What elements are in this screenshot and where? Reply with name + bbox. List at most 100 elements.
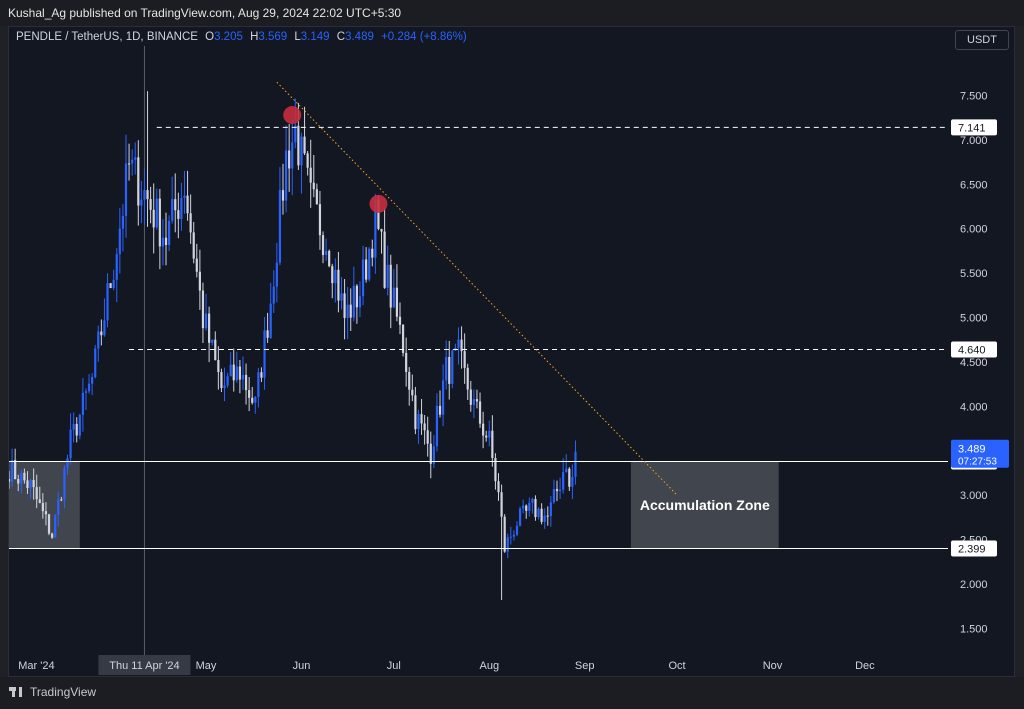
candle-body: [91, 377, 94, 384]
candle-body: [9, 478, 11, 482]
candle-body: [198, 271, 201, 291]
candle-2024-08-18: [540, 503, 543, 525]
candle-body: [460, 339, 463, 352]
high-value: 3.569: [258, 31, 288, 43]
candle-body: [438, 405, 442, 415]
candle-2024-06-28: [383, 208, 386, 289]
y-tick-label: 2.000: [960, 579, 988, 591]
crosshair-tag: [98, 655, 191, 675]
candle-2024-06-04: [309, 139, 312, 208]
candle-body: [204, 313, 208, 329]
x-tick-label: May: [196, 660, 217, 672]
candle-2024-06-06: [315, 183, 318, 205]
tradingview-brand[interactable]: TradingView: [9, 685, 96, 699]
candle-body: [386, 264, 389, 288]
candle-body: [211, 339, 214, 343]
candle-2024-06-15: [343, 279, 346, 340]
candle-body: [549, 502, 552, 517]
candle-2024-08-19: [543, 508, 546, 529]
candle-body: [186, 195, 189, 214]
high-label: H: [250, 31, 259, 43]
candle-2024-04-13: [149, 186, 152, 224]
candle-body: [297, 125, 300, 166]
candle-2024-08-10: [515, 521, 519, 537]
candle-body: [254, 396, 257, 403]
candle-body: [134, 157, 137, 160]
candle-2024-06-23: [368, 247, 371, 282]
x-tick-label: Aug: [479, 660, 499, 672]
candle-2024-05-08: [226, 372, 229, 388]
y-tick-label: 6.500: [960, 179, 988, 191]
candle-2024-05-14: [244, 363, 248, 405]
candle-body: [112, 279, 115, 289]
candle-body: [103, 320, 106, 336]
candle-body: [540, 508, 543, 522]
candle-2024-08-25: [562, 458, 565, 494]
candle-2024-07-12: [426, 416, 429, 457]
candle-2024-08-21: [549, 495, 552, 527]
candle-body: [251, 397, 254, 403]
candle-body: [189, 213, 192, 233]
candle-2024-06-27: [380, 228, 383, 254]
candle-2024-07-25: [466, 363, 469, 400]
candle-2024-02-28: [10, 448, 14, 487]
swing-marker-1: [369, 194, 388, 213]
candle-body: [555, 489, 559, 492]
candle-2024-08-16: [534, 495, 537, 521]
chart-frame: [8, 26, 1015, 677]
candle-2024-04-19: [167, 215, 171, 252]
candle-2024-08-13: [525, 504, 528, 519]
brand-label: TradingView: [30, 685, 97, 699]
candle-body: [195, 258, 198, 272]
candle-2024-04-25: [186, 170, 189, 221]
candle-body: [226, 376, 229, 386]
candle-body: [522, 505, 525, 509]
y-tick-label: 5.000: [960, 313, 988, 325]
candle-2024-05-01: [204, 293, 208, 331]
candle-body: [164, 237, 168, 245]
candle-body: [401, 324, 405, 353]
candle-body: [334, 269, 337, 284]
open-value: 3.205: [214, 31, 243, 43]
candle-2024-06-08: [321, 231, 325, 264]
candle-body: [60, 499, 63, 501]
candle-2024-03-25: [91, 373, 94, 396]
candle-body: [87, 383, 91, 392]
candle-body: [124, 163, 128, 216]
candle-2024-06-07: [318, 190, 322, 250]
candle-2024-07-16: [438, 390, 442, 418]
candle-2024-08-22: [552, 479, 556, 504]
candle-body: [324, 250, 328, 256]
candle-2024-03-20: [75, 417, 78, 443]
zone-box-0: [9, 461, 80, 549]
candle-body: [506, 537, 509, 552]
symbol-legend: PENDLE / TetherUS, 1D, BINANCE O3.205 H3…: [16, 31, 467, 43]
candle-body: [509, 536, 512, 538]
candle-body: [201, 290, 205, 329]
candle-2024-08-20: [546, 506, 549, 526]
candle-body: [546, 515, 549, 517]
level-tag-text: 7.141: [958, 122, 986, 134]
candle-body: [115, 254, 118, 280]
currency-button[interactable]: USDT: [955, 30, 1009, 50]
candle-2024-07-23: [460, 326, 463, 369]
candle-2024-05-23: [272, 270, 275, 313]
candle-2024-04-09: [137, 140, 140, 226]
candle-body: [463, 351, 466, 368]
level-tag-7.141: [951, 119, 997, 136]
candle-body: [155, 198, 158, 228]
candle-2024-06-22: [365, 247, 368, 283]
candle-2024-07-07: [411, 374, 414, 402]
candle-body: [389, 264, 392, 308]
candle-2024-06-05: [312, 155, 315, 198]
candle-body: [223, 385, 226, 389]
candle-body: [565, 468, 568, 473]
candle-2024-05-25: [278, 167, 282, 266]
candle-body: [451, 350, 454, 384]
candle-body: [281, 190, 285, 201]
candle-body: [109, 283, 112, 289]
candle-body: [69, 429, 72, 459]
x-tick-label: Dec: [855, 660, 875, 672]
candle-body: [75, 423, 78, 436]
